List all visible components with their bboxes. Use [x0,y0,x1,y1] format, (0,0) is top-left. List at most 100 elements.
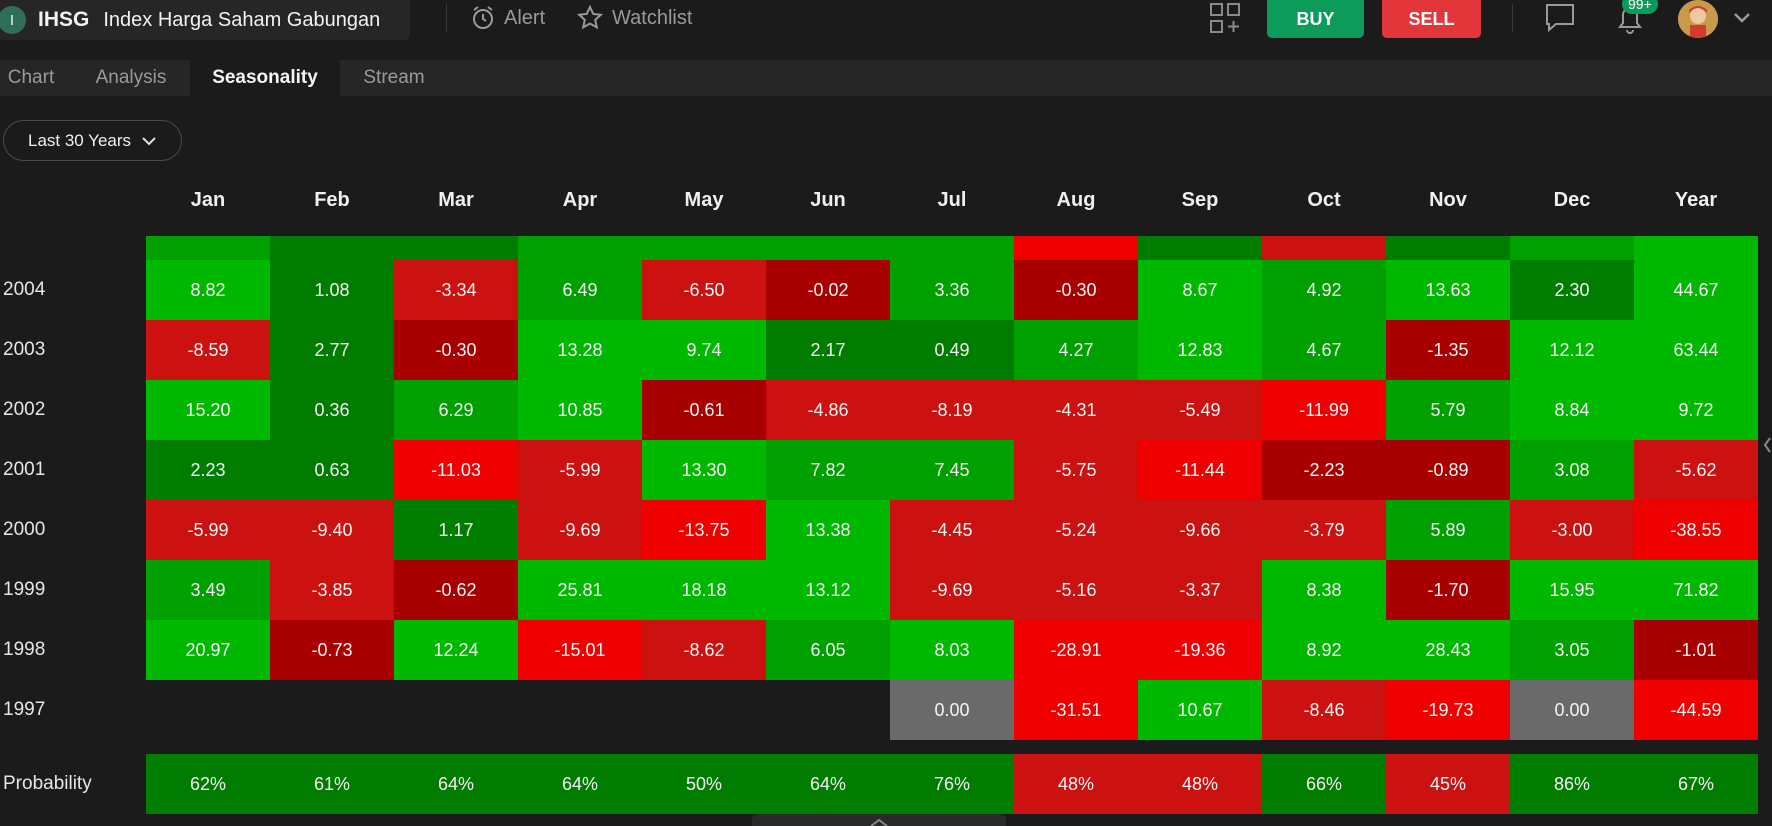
seasonality-cell: -0.62 [394,560,518,620]
seasonality-cell [518,680,642,740]
panel-collapse-handle[interactable] [752,814,1006,826]
divider [1512,4,1513,32]
seasonality-cell [642,680,766,740]
seasonality-cell: 2.55 [1386,236,1510,260]
symbol-selector[interactable]: I IHSG Index Harga Saham Gabungan [0,0,410,40]
seasonality-cell: 5.79 [1386,380,1510,440]
month-header: Aug [1056,188,1096,211]
seasonality-cell: 4.67 [1262,320,1386,380]
seasonality-cell: 4.27 [1014,320,1138,380]
seasonality-cell: -13.75 [642,500,766,560]
seasonality-cell: 13.12 [766,560,890,620]
year-label: 2003 [3,339,46,360]
seasonality-cell: -0.30 [1014,260,1138,320]
seasonality-cell: -4.45 [890,500,1014,560]
tab-seasonality[interactable]: Seasonality [190,60,340,96]
alert-button[interactable]: Alert [470,4,545,32]
seasonality-cell: 4.92 [1262,260,1386,320]
month-header: Year [1674,188,1718,211]
seasonality-cell: 0.49 [890,320,1014,380]
seasonality-cell: 6.49 [518,260,642,320]
seasonality-cell: -1.35 [1386,320,1510,380]
seasonality-cell: -19.73 [1386,680,1510,740]
symbol-badge: I [0,6,26,34]
seasonality-cell: -5.99 [146,500,270,560]
seasonality-cell: 2.23 [146,440,270,500]
tab-chart[interactable]: Chart [7,67,55,88]
seasonality-cell: -9.66 [1138,500,1262,560]
seasonality-cell: -3.00 [1510,500,1634,560]
seasonality-cell: 3.08 [1510,440,1634,500]
seasonality-cell: 3.49 [146,560,270,620]
chevron-up-icon [870,818,888,826]
seasonality-cell: -5.49 [1138,380,1262,440]
avatar[interactable] [1678,0,1718,38]
seasonality-cell: -8.46 [1262,680,1386,740]
seasonality-cell: 8.38 [1262,560,1386,620]
seasonality-cell [270,680,394,740]
seasonality-cell: -19.36 [1138,620,1262,680]
alert-label: Alert [504,6,546,29]
month-header: Nov [1429,188,1467,211]
seasonality-cell: -9.40 [270,500,394,560]
month-header: Jan [190,188,226,211]
month-header: Sep [1181,188,1219,211]
alarm-clock-icon [473,6,493,29]
seasonality-cell: 13.38 [766,500,890,560]
seasonality-cell: -3.34 [394,260,518,320]
seasonality-cell: 0.00 [890,680,1014,740]
watchlist-button[interactable]: Watchlist [576,4,692,32]
month-header: Jun [810,188,846,211]
probability-cell: 50% [642,754,766,814]
side-panel-chevron-icon[interactable] [1762,430,1772,460]
seasonality-cell: 2.72 [270,236,394,260]
buy-button[interactable]: BUY [1267,0,1364,38]
range-dropdown[interactable]: Last 30 Years [3,120,182,161]
seasonality-cell: -8.59 [146,320,270,380]
tab-analysis[interactable]: Analysis [95,67,167,88]
seasonality-cell: -3.79 [1262,500,1386,560]
seasonality-cell: 13.63 [1386,260,1510,320]
seasonality-cell: 13.28 [518,320,642,380]
seasonality-cell: 0.00 [1510,680,1634,740]
seasonality-cell: -28.91 [1014,620,1138,680]
year-label: 2001 [3,459,46,480]
seasonality-cell: 8.03 [890,620,1014,680]
seasonality-cell: -11.03 [394,440,518,500]
seasonality-cell: 2.77 [270,320,394,380]
chat-icon[interactable] [1542,0,1578,36]
month-header: May [684,188,724,211]
seasonality-cell [394,680,518,740]
seasonality-cell: -0.61 [642,380,766,440]
seasonality-cell: 8.84 [1510,380,1634,440]
seasonality-cell: -4.31 [1014,380,1138,440]
seasonality-cell: -5.75 [1014,440,1138,500]
seasonality-cell: 2.73 [1138,236,1262,260]
seasonality-cell: 8.92 [1262,620,1386,680]
symbol-code: IHSG [38,8,90,31]
seasonality-cell: -5.24 [1014,500,1138,560]
probability-cell: 66% [1262,754,1386,814]
seasonality-cell: 71.82 [1634,560,1758,620]
seasonality-cell: 7.45 [890,440,1014,500]
seasonality-cell: 0.59 [394,236,518,260]
sell-button[interactable]: SELL [1382,0,1481,38]
seasonality-cell: 13.30 [642,440,766,500]
chevron-down-icon[interactable] [1730,8,1754,28]
seasonality-cell: 5.37 [890,236,1014,260]
seasonality-table: 20054.522.720.594.883.693.745.37-14.462.… [0,236,1772,743]
month-header: Jul [937,188,967,211]
month-header: Apr [562,188,598,211]
tab-stream[interactable]: Stream [363,67,425,88]
year-label: 1997 [3,699,46,720]
year-label: 1998 [3,639,46,660]
probability-cell: 67% [1634,754,1758,814]
probability-cell: 76% [890,754,1014,814]
seasonality-cell: -5.99 [518,440,642,500]
year-label: 2002 [3,399,46,420]
seasonality-cell: 9.72 [1634,380,1758,440]
add-widget-grid-icon[interactable] [1208,1,1242,35]
probability-cell: 86% [1510,754,1634,814]
seasonality-cell: -9.69 [890,560,1014,620]
year-label: 2005 [3,236,45,260]
